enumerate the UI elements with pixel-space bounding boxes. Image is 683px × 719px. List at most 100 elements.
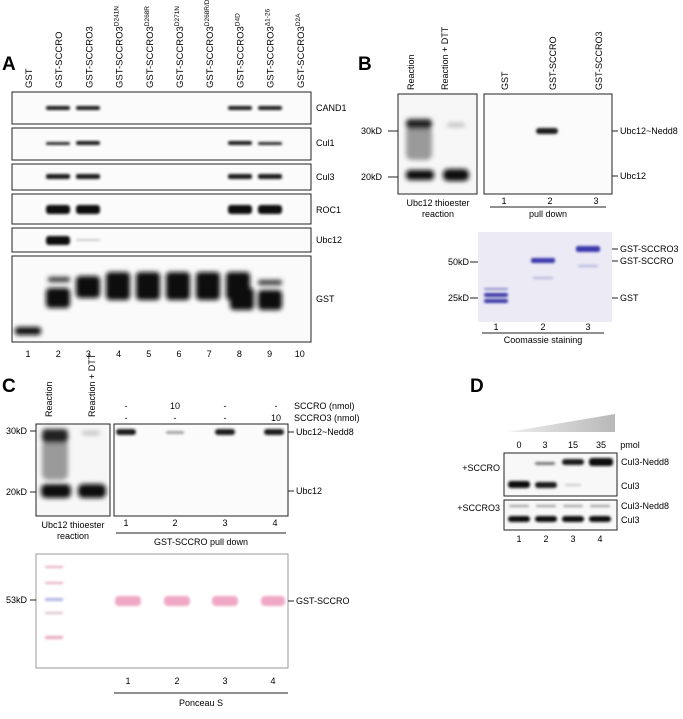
blot-c-pulldown — [113, 423, 289, 517]
gradient-wedge — [508, 414, 615, 432]
blot-b-thioester — [397, 93, 478, 195]
blot-b-pulldown — [483, 93, 613, 195]
marker-20kd: 20kD — [6, 487, 28, 497]
lane-number: 1 — [25, 349, 30, 359]
lane-label: GST-SCCRO3D4D — [234, 13, 246, 88]
row-label-cand1: CAND1 — [316, 103, 347, 113]
panel-b: B Reaction Reaction + DTT GST GST-SCCRO … — [358, 26, 679, 345]
lane-label-gst-sccro: GST-SCCRO — [548, 36, 558, 90]
lane-label: GST-SCCRO3Δ1-26 — [265, 8, 277, 88]
marker-30kd: 30kD — [6, 426, 28, 436]
lane-number: 1 — [516, 534, 521, 544]
panel-a-lane-numbers: 1 2 3 4 5 6 7 8 9 10 — [25, 349, 304, 359]
caption-ubc12-thioester: Ubc12 thioester — [406, 198, 469, 208]
lane-number: 4 — [270, 676, 275, 686]
marker-20kd: 20kD — [361, 172, 383, 182]
band — [258, 106, 282, 110]
panel-c-conditions: - 10 - - - - - 10 — [125, 401, 282, 423]
band-label-ubc12: Ubc12 — [296, 486, 322, 496]
band — [228, 106, 252, 110]
lane-number: 6 — [176, 349, 181, 359]
panel-a: A GST GST-SCCRO GST-SCCRO3 GST-SCCRO3D241NG… — [2, 0, 347, 359]
lane-label: GST — [24, 68, 35, 88]
lane-label-reaction-dtt: Reaction + DTT — [87, 353, 97, 417]
row-label-sccro3: +SCCRO3 — [457, 503, 500, 513]
panel-b-markers: 30kD 20kD Ubc12~Nedd8 Ubc12 — [361, 126, 678, 182]
amount-label: 0 — [516, 440, 521, 450]
band-label-ubc12-nedd8: Ubc12~Nedd8 — [296, 427, 354, 437]
cond-value: - — [224, 413, 227, 423]
amount-label: 3 — [542, 440, 547, 450]
cond-value: - — [125, 413, 128, 423]
cond-value: - — [275, 401, 278, 411]
blot-gst — [11, 255, 312, 343]
lane-number: 3 — [570, 534, 575, 544]
blot-roc1 — [11, 193, 312, 225]
lane-label-reaction: Reaction — [44, 381, 54, 417]
marker-50kd: 50kD — [448, 257, 470, 267]
row-label-cul3: Cul3 — [316, 172, 335, 182]
caption-pull-down: pull down — [529, 209, 567, 219]
marker-25kd: 25kD — [448, 293, 470, 303]
cond-label-sccro3: SCCRO3 (nmol) — [294, 413, 360, 423]
lane-number: 2 — [543, 534, 548, 544]
lane-number: 4 — [272, 518, 277, 528]
gel-coomassie-labels: 50kD 25kD GST-SCCRO3 GST-SCCRO GST — [448, 244, 679, 303]
row-label-gst: GST — [316, 294, 335, 304]
lane-number: 1 — [123, 518, 128, 528]
caption-ubc12-thioester: Ubc12 thioester — [41, 520, 104, 530]
marker-30kd: 30kD — [361, 126, 383, 136]
unit-label: pmol — [620, 440, 640, 450]
band-label-cul3-nedd8: Cul3-Nedd8 — [621, 457, 669, 467]
blot-cul1 — [11, 127, 312, 161]
panel-letter-b: B — [358, 54, 372, 75]
cond-value: - — [174, 413, 177, 423]
lane-number: 1 — [125, 676, 130, 686]
lane-number: 9 — [267, 349, 272, 359]
marker-53kd: 53kD — [6, 595, 28, 605]
gel-coomassie — [478, 232, 612, 322]
panel-a-row-labels: CAND1 Cul1 Cul3 ROC1 Ubc12 GST — [316, 103, 347, 304]
row-label-roc1: ROC1 — [316, 205, 341, 215]
lane-number: 2 — [56, 349, 61, 359]
lane-number: 7 — [207, 349, 212, 359]
lane-label-gst: GST — [500, 71, 510, 90]
lane-number: 4 — [597, 534, 602, 544]
lane-label: GST-SCCRO3D271N — [174, 6, 186, 88]
lane-number: 3 — [222, 518, 227, 528]
caption-reaction: reaction — [57, 531, 89, 541]
lane-label: GST-SCCRO3D241N — [114, 6, 126, 88]
lane-number: 2 — [540, 322, 545, 332]
lane-number: 2 — [174, 676, 179, 686]
lane-number: 1 — [501, 196, 506, 206]
amount-label: 15 — [568, 440, 578, 450]
blot-c-thioester — [35, 423, 111, 517]
panel-c: C Reaction Reaction + DTT - 10 - - - - -… — [2, 353, 360, 708]
caption-reaction: reaction — [422, 209, 454, 219]
lane-number: 3 — [593, 196, 598, 206]
cond-label-sccro: SCCRO (nmol) — [294, 401, 355, 411]
caption-coomassie: Coomassie staining — [504, 335, 583, 345]
lane-label: GST-SCCRO — [54, 32, 65, 88]
band-label-cul3: Cul3 — [621, 515, 640, 525]
lane-label: GST-SCCRO3D268R/D271N — [204, 0, 216, 88]
lane-label: GST-SCCRO3D2A — [295, 13, 307, 88]
lane-number: 5 — [146, 349, 151, 359]
panel-a-lane-labels: GST GST-SCCRO GST-SCCRO3 GST-SCCRO3D241N GST… — [24, 0, 307, 88]
row-label-ubc12: Ubc12 — [316, 235, 342, 245]
blot-cand1 — [11, 91, 312, 125]
band-label-gst-sccro: GST-SCCRO — [620, 256, 674, 266]
band-label-gst: GST — [620, 293, 639, 303]
band-label-gst-sccro: GST-SCCRO — [296, 596, 350, 606]
lane-label: GST-SCCRO3 — [84, 26, 95, 88]
cond-value: - — [224, 401, 227, 411]
panel-d: D 0 3 15 35 pmol — [457, 376, 669, 544]
panel-letter-c: C — [2, 376, 16, 397]
row-label-cul1: Cul1 — [316, 138, 335, 148]
lane-label: GST-SCCRO3D268R — [144, 6, 156, 88]
caption-ponceau: Ponceau S — [179, 698, 223, 708]
blot-d-sccro — [503, 452, 618, 497]
blot-d-sccro3 — [503, 499, 618, 531]
